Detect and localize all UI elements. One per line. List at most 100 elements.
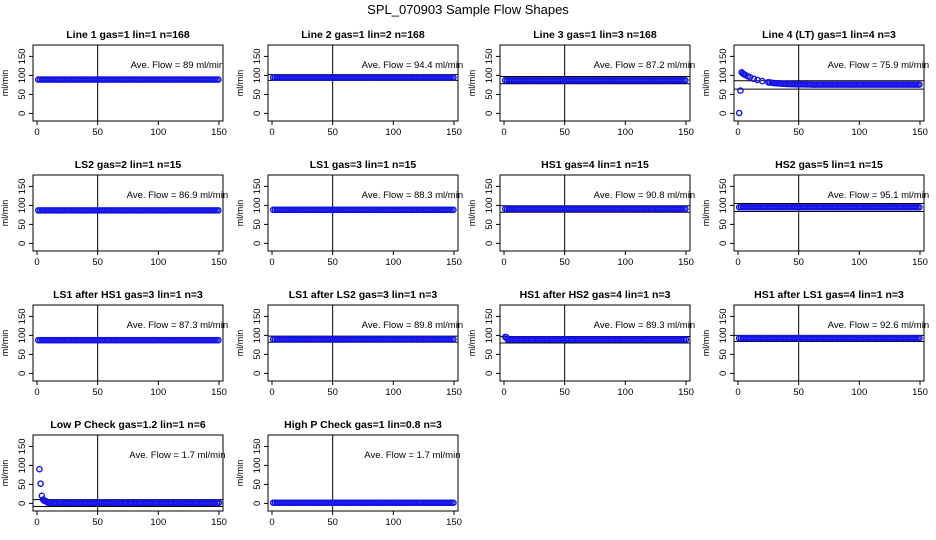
panel-3: Line 3 gas=1 lin=3 n=168 ml/min 0 50 100 150 0… [467,29,695,138]
y-tick-label: 150 [718,178,729,194]
panel-title: LS1 after HS1 gas=3 lin=1 n=3 [53,289,203,301]
y-axis-label: ml/min [467,330,477,357]
y-axis-label: ml/min [0,200,10,227]
x-tick-label: 100 [150,387,166,398]
data-point [746,74,754,81]
y-axis-label: ml/min [701,200,711,227]
y-tick-label: 100 [718,197,729,213]
y-tick-label: 0 [252,111,263,116]
y-tick-label: 0 [718,111,729,116]
x-tick-label: 50 [327,517,338,528]
x-tick-label: 100 [385,387,401,398]
panel-title: Low P Check gas=1.2 lin=1 n=6 [50,419,205,431]
x-tick-label: 100 [150,127,166,138]
x-tick-label: 50 [92,257,103,268]
y-tick-label: 0 [718,241,729,246]
x-tick-label: 100 [851,387,867,398]
y-tick-label: 0 [252,501,263,506]
panel-title: Line 1 gas=1 lin=1 n=168 [66,29,190,41]
panel-13: Low P Check gas=1.2 lin=1 n=6 ml/min 0 50 10… [0,419,227,528]
plot-frame [733,174,925,252]
x-tick-label: 0 [735,387,740,398]
x-tick-label: 50 [327,127,338,138]
plot-frame [267,304,459,382]
average-flow-annotation: Ave. Flow = 94.4 ml/min [362,60,463,71]
data-point [450,335,457,343]
figure-title: SPL_070903 Sample Flow Shapes [367,2,569,17]
y-tick-label: 100 [484,197,495,213]
panel-1: Line 1 gas=1 lin=1 n=168 ml/min 0 50 100 150 0… [0,29,227,138]
x-tick-label: 0 [501,257,506,268]
y-tick-label: 50 [17,479,28,490]
panel-title: LS1 gas=3 lin=1 n=15 [310,159,417,171]
y-tick-label: 100 [17,67,28,83]
average-flow-annotation: Ave. Flow = 89 ml/min [131,60,225,71]
y-tick-label: 0 [252,371,263,376]
x-tick-label: 150 [678,127,694,138]
x-tick-label: 50 [92,387,103,398]
y-tick-label: 50 [252,349,263,360]
y-axis-label: ml/min [701,70,711,97]
data-point [916,81,923,88]
y-tick-label: 100 [718,327,729,343]
average-flow-annotation: Ave. Flow = 92.6 ml/min [828,320,929,331]
x-tick-label: 0 [34,387,39,398]
y-axis-label: ml/min [235,330,245,357]
panel-title: Line 4 (LT) gas=1 lin=4 n=3 [762,29,896,41]
y-tick-label: 50 [17,349,28,360]
y-tick-label: 0 [718,371,729,376]
x-tick-label: 0 [735,127,740,138]
y-tick-label: 150 [718,48,729,64]
panel-title: Line 2 gas=1 lin=2 n=168 [301,29,425,41]
plot-frame [32,434,224,512]
panel-8: HS2 gas=5 lin=1 n=15 ml/min 0 50 100 150 0 50 10… [701,159,929,268]
plot-frame [32,174,224,252]
y-tick-label: 100 [718,67,729,83]
y-tick-label: 150 [17,308,28,324]
y-tick-label: 0 [17,371,28,376]
x-tick-label: 150 [211,387,227,398]
y-tick-label: 0 [17,241,28,246]
data-point [37,480,44,487]
x-tick-label: 50 [559,127,570,138]
plot-frame [267,44,459,122]
y-tick-label: 50 [718,349,729,360]
average-flow-annotation: Ave. Flow = 89.8 ml/min [362,320,463,331]
data-point [750,75,758,83]
x-tick-label: 50 [793,257,804,268]
y-tick-label: 100 [17,327,28,343]
panel-title: LS1 after LS2 gas=3 lin=1 n=3 [289,289,438,301]
y-tick-label: 150 [252,308,263,324]
y-tick-label: 100 [252,197,263,213]
x-tick-label: 100 [617,387,633,398]
data-point [36,465,43,473]
x-tick-label: 0 [34,517,39,528]
data-point [215,499,223,507]
data-point [682,76,689,84]
x-tick-label: 50 [559,257,570,268]
panel-12: HS1 after LS1 gas=4 lin=1 n=3 ml/min 0 50 10… [701,289,929,398]
y-tick-label: 150 [484,48,495,64]
x-tick-label: 100 [385,257,401,268]
x-tick-label: 50 [327,387,338,398]
y-axis-label: ml/min [701,330,711,357]
y-axis-label: ml/min [467,200,477,227]
x-tick-label: 150 [912,257,928,268]
plot-frame [499,44,691,122]
x-tick-label: 150 [211,517,227,528]
y-tick-label: 100 [484,327,495,343]
y-axis-label: ml/min [467,70,477,97]
x-tick-label: 100 [851,257,867,268]
y-tick-label: 50 [484,349,495,360]
data-point [215,76,222,83]
y-tick-label: 150 [484,178,495,194]
x-tick-label: 0 [501,387,506,398]
x-tick-label: 0 [501,127,506,138]
y-axis-label: ml/min [235,460,245,487]
average-flow-annotation: Ave. Flow = 89.3 ml/min [594,320,695,331]
data-point [450,499,457,507]
data-point [737,87,744,94]
y-tick-label: 150 [17,48,28,64]
y-tick-label: 100 [17,457,28,473]
y-tick-label: 150 [17,178,28,194]
